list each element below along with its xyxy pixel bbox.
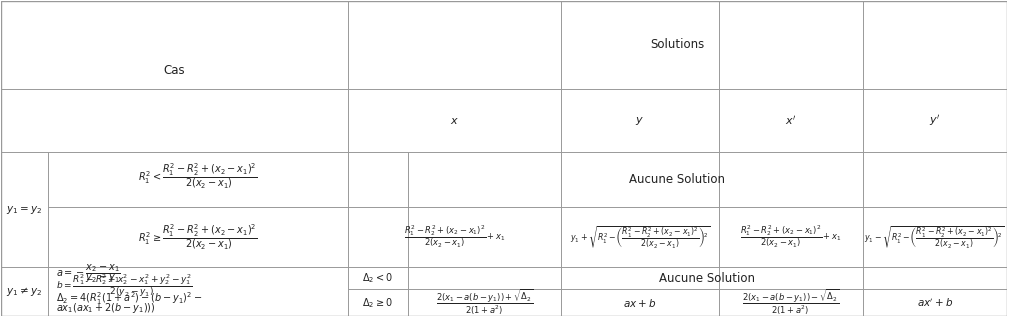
Text: $ax_1(ax_1+2(b-y_1)))$: $ax_1(ax_1+2(b-y_1)))$ [56, 301, 155, 315]
Text: $\Delta_2 < 0$: $\Delta_2 < 0$ [362, 272, 393, 285]
Text: $\dfrac{2(x_1-a(b-y_1))-\sqrt{\Delta_2}}{2(1+a^2)}$: $\dfrac{2(x_1-a(b-y_1))-\sqrt{\Delta_2}}… [742, 288, 839, 317]
Text: $\Delta_2 \geq 0$: $\Delta_2 \geq 0$ [362, 296, 393, 310]
Text: Aucune Solution: Aucune Solution [660, 272, 756, 285]
Text: $y'$: $y'$ [929, 113, 940, 128]
Text: $R_1^2 < \dfrac{R_1^2-R_2^2+(x_2-x_1)^2}{2(x_2-x_1)}$: $R_1^2 < \dfrac{R_1^2-R_2^2+(x_2-x_1)^2}… [138, 162, 257, 191]
Text: Cas: Cas [163, 64, 185, 77]
Text: $x'$: $x'$ [785, 114, 796, 127]
Text: $ax'+b$: $ax'+b$ [917, 297, 953, 309]
Text: $\dfrac{R_1^2-R_2^2+(x_2-x_1)^2}{2(x_2-x_1)}+x_1$: $\dfrac{R_1^2-R_2^2+(x_2-x_1)^2}{2(x_2-x… [740, 224, 841, 250]
Text: $ax+b$: $ax+b$ [623, 297, 657, 309]
Text: $R_1^2 \geq \dfrac{R_1^2-R_2^2+(x_2-x_1)^2}{2(x_2-x_1)}$: $R_1^2 \geq \dfrac{R_1^2-R_2^2+(x_2-x_1)… [138, 223, 257, 252]
Text: $y_1+\sqrt{R_1^2-\!\left(\dfrac{R_1^2-R_2^2+(x_2-x_1)^2}{2(x_2-x_1)}\right)^{\!2: $y_1+\sqrt{R_1^2-\!\left(\dfrac{R_1^2-R_… [570, 224, 711, 250]
Text: $\dfrac{2(x_1-a(b-y_1))+\sqrt{\Delta_2}}{2(1+a^2)}$: $\dfrac{2(x_1-a(b-y_1))+\sqrt{\Delta_2}}… [436, 288, 533, 317]
Text: $a = -\dfrac{x_2-x_1}{y_2-y_1}$: $a = -\dfrac{x_2-x_1}{y_2-y_1}$ [56, 262, 120, 285]
Text: $y_1 = y_2$: $y_1 = y_2$ [6, 204, 42, 216]
Text: Aucune Solution: Aucune Solution [629, 173, 725, 186]
Text: $y_1 \neq y_2$: $y_1 \neq y_2$ [6, 285, 42, 298]
Text: Solutions: Solutions [650, 39, 704, 51]
Text: $y$: $y$ [635, 115, 644, 126]
Text: $\Delta_2 = 4(R_1^2(1+a^2)-(b-y_1)^2-$: $\Delta_2 = 4(R_1^2(1+a^2)-(b-y_1)^2-$ [56, 290, 202, 307]
Text: $y_1-\sqrt{R_1^2-\!\left(\dfrac{R_1^2-R_2^2+(x_2-x_1)^2}{2(x_2-x_1)}\right)^{\!2: $y_1-\sqrt{R_1^2-\!\left(\dfrac{R_1^2-R_… [865, 224, 1005, 250]
Text: $x$: $x$ [450, 116, 458, 126]
Text: $b = \dfrac{R_1^2-R_2^2+x_2^2-x_1^2+y_2^2-y_1^2}{2(y_2-y_1)}$: $b = \dfrac{R_1^2-R_2^2+x_2^2-x_1^2+y_2^… [56, 273, 192, 299]
Text: $\dfrac{R_1^2-R_2^2+(x_2-x_1)^2}{2(x_2-x_1)}+x_1$: $\dfrac{R_1^2-R_2^2+(x_2-x_1)^2}{2(x_2-x… [403, 224, 505, 250]
